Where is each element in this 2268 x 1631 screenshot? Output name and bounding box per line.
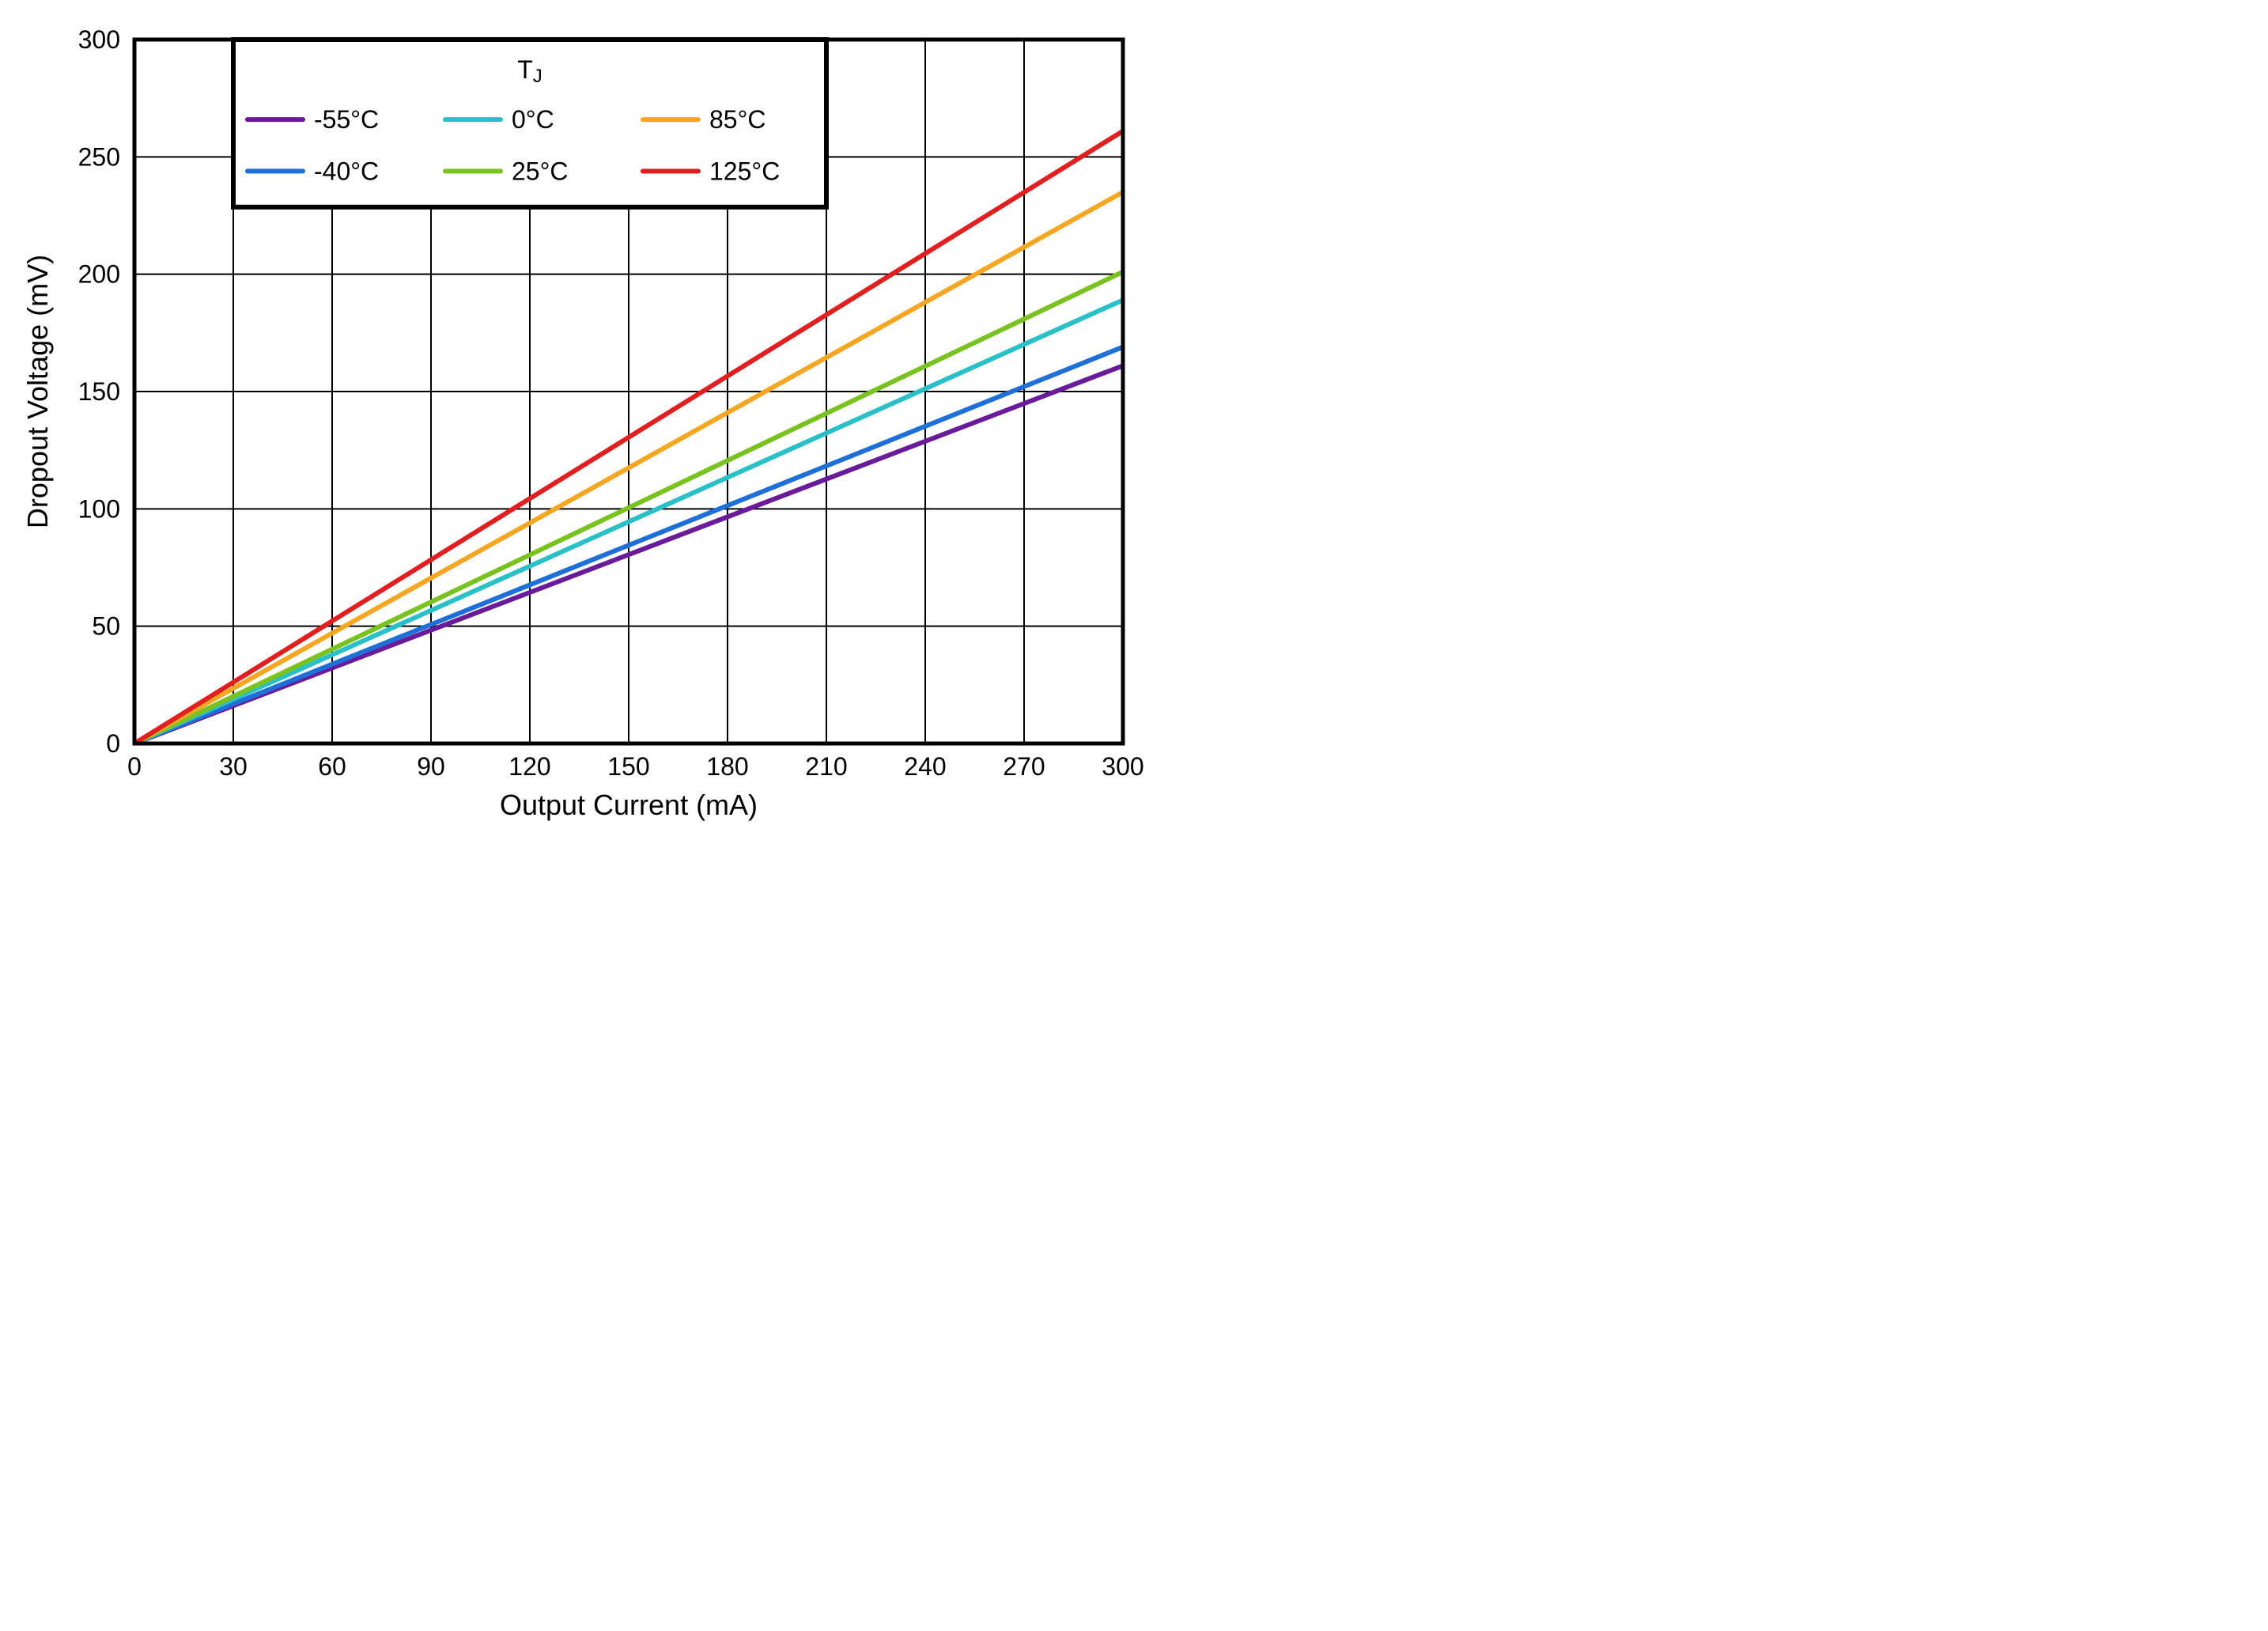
x-tick-label: 0: [127, 752, 142, 781]
x-tick-label: 180: [706, 752, 748, 781]
x-tick-label: 240: [904, 752, 946, 781]
x-tick-label: 60: [318, 752, 346, 781]
x-tick-label: 270: [1003, 752, 1045, 781]
y-axis-label: Dropout Voltage (mV): [21, 255, 54, 528]
y-tick-label: 250: [78, 142, 120, 171]
y-tick-label: 100: [78, 494, 120, 523]
legend-label: -55°C: [314, 105, 379, 134]
dropout-voltage-chart: 0 30 60 90 120 150 180 210 240 270 300 0 50 100 150 200…: [16, 16, 1150, 831]
legend-label: 0°C: [512, 105, 554, 134]
x-tick-label: 150: [607, 752, 649, 781]
x-tick-label: 90: [417, 752, 445, 781]
y-tick-label: 0: [106, 729, 120, 758]
y-tick-label: 50: [92, 612, 120, 641]
legend-label: -40°C: [314, 157, 379, 185]
y-tick-label: 150: [78, 377, 120, 406]
x-tick-label: 300: [1102, 752, 1143, 781]
y-tick-label: 300: [78, 25, 120, 54]
x-tick-label: 120: [508, 752, 550, 781]
legend-label: 25°C: [512, 157, 569, 185]
x-tick-label: 30: [219, 752, 248, 781]
legend-label: 125°C: [709, 157, 780, 185]
y-tick-label: 200: [78, 260, 120, 289]
x-tick-label: 210: [805, 752, 847, 781]
x-axis-label: Output Current (mA): [500, 789, 758, 821]
legend-label: 85°C: [709, 105, 766, 134]
chart-container: 0 30 60 90 120 150 180 210 240 270 300 0 50 100 150 200…: [16, 16, 1150, 831]
